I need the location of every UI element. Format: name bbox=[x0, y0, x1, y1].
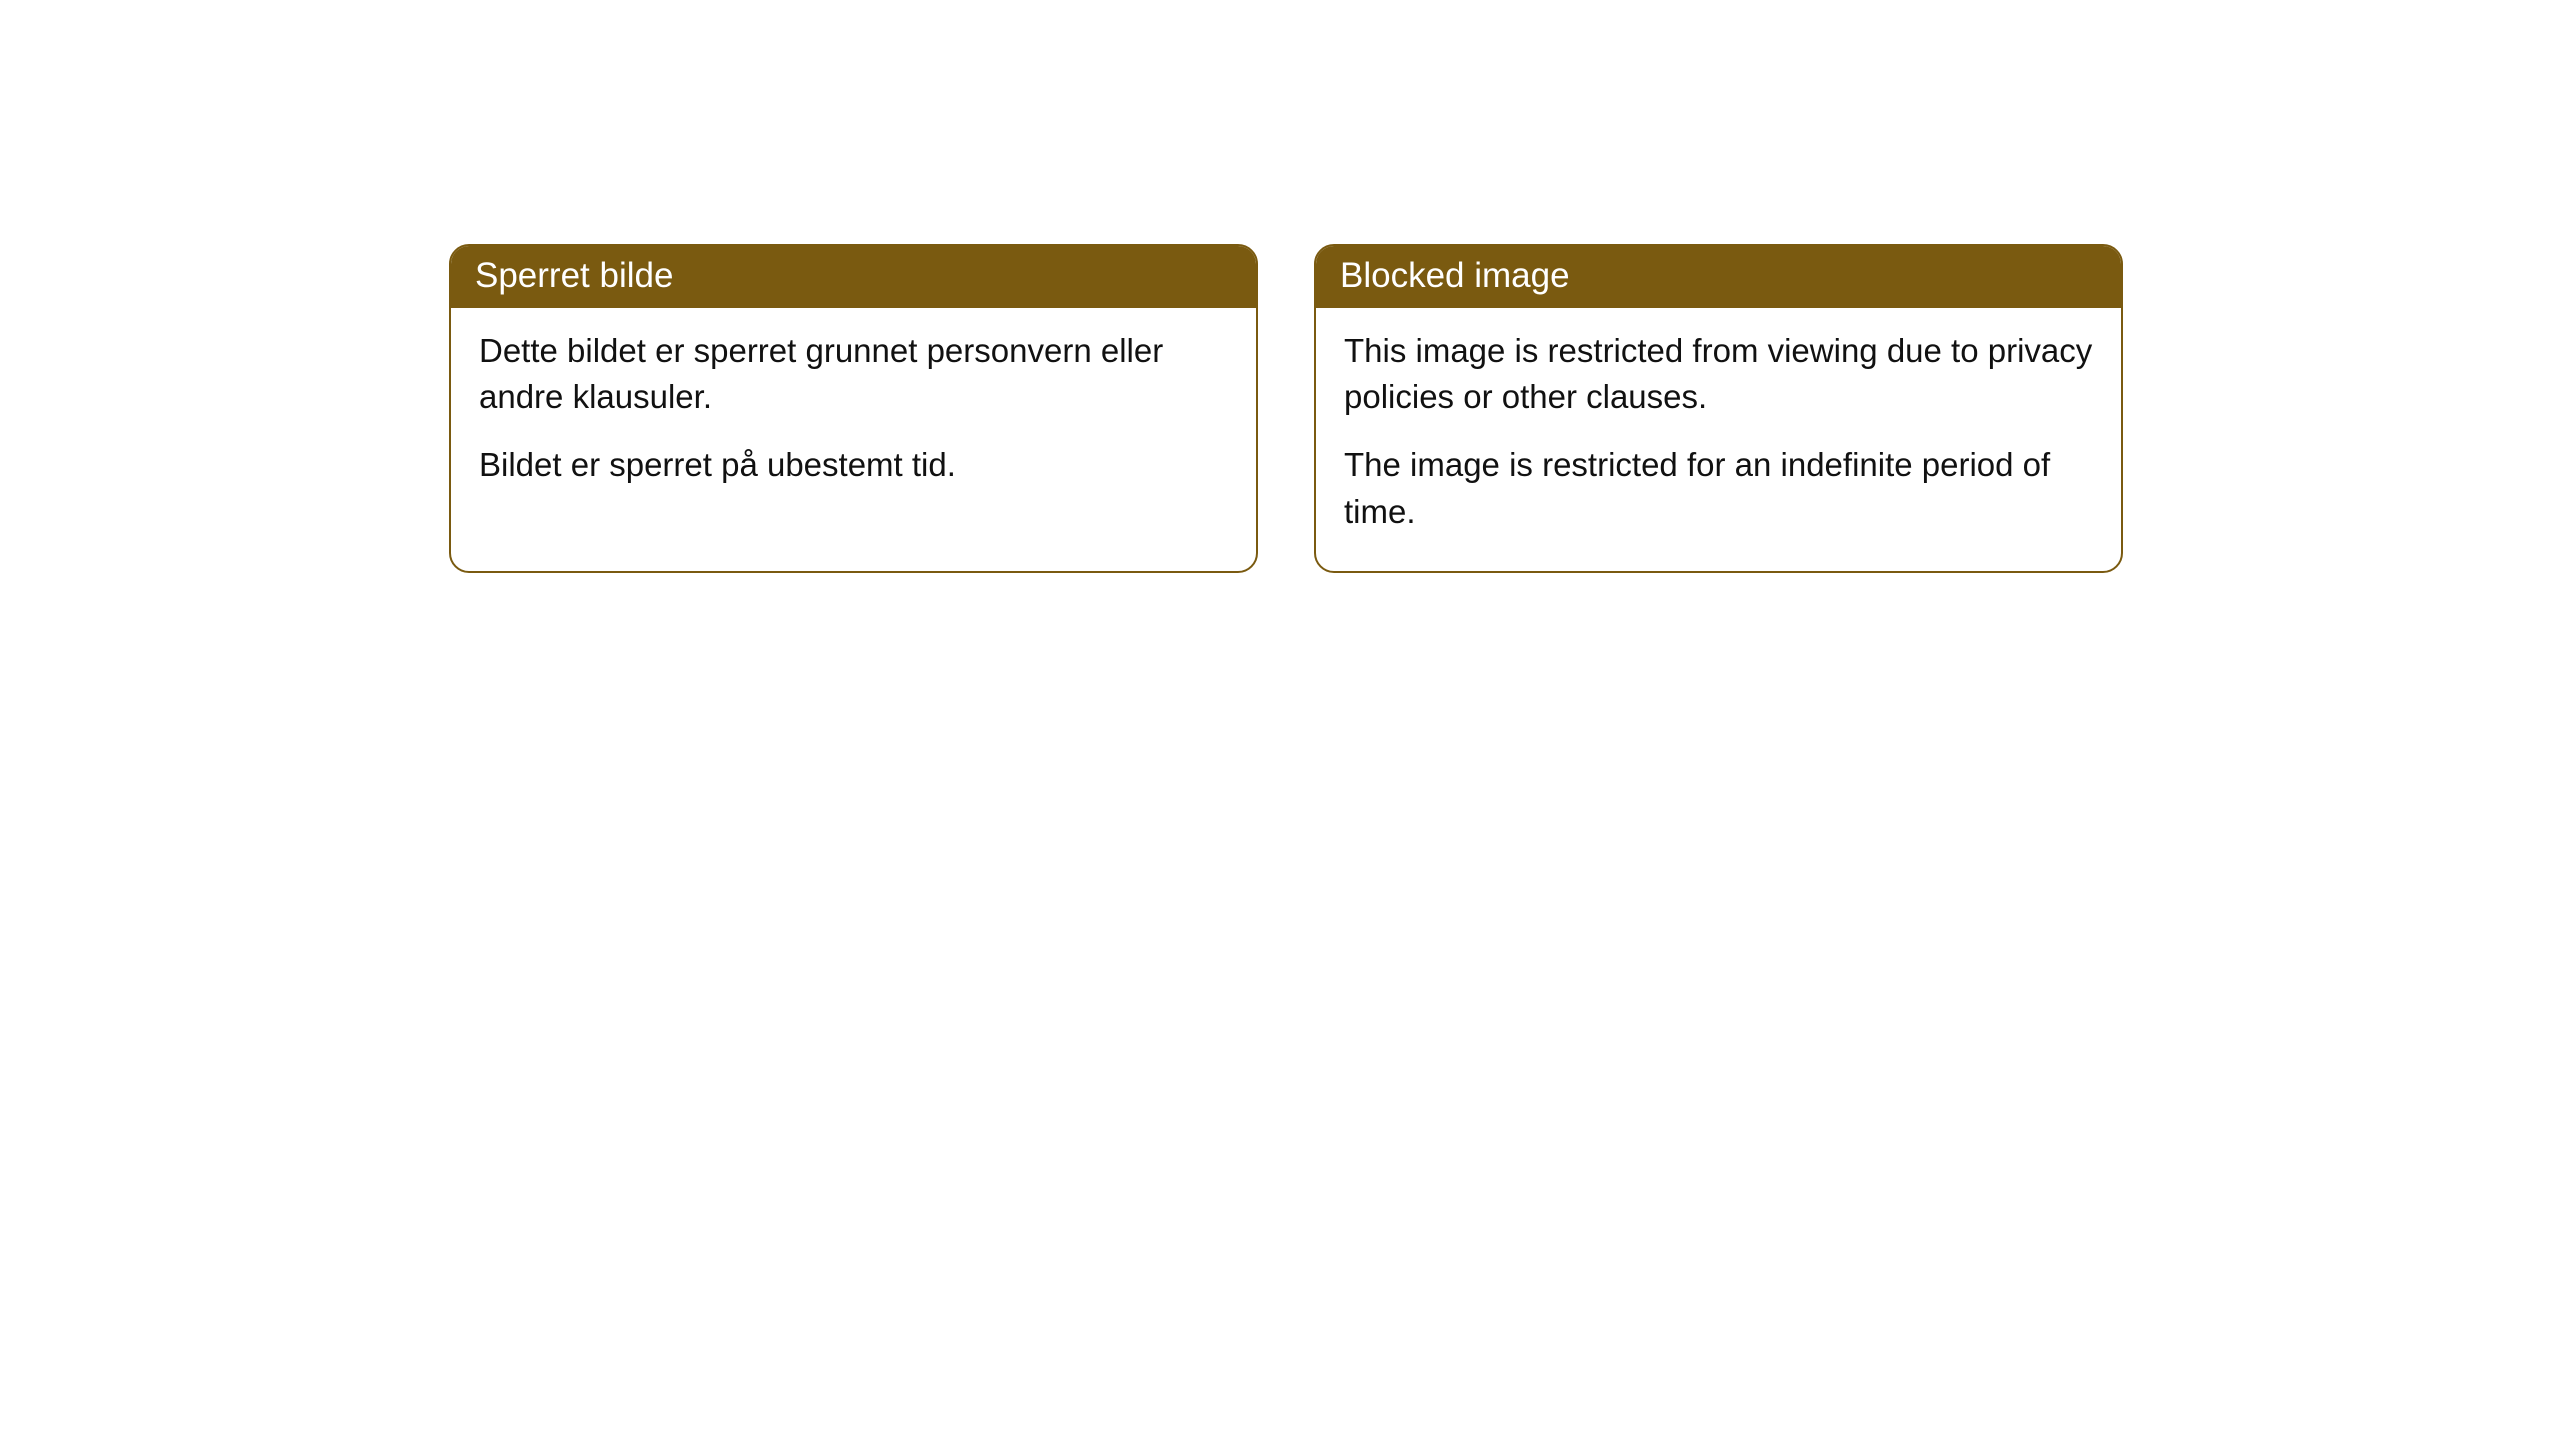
notice-paragraph: The image is restricted for an indefinit… bbox=[1344, 442, 2093, 534]
notice-body: Dette bildet er sperret grunnet personve… bbox=[451, 308, 1256, 525]
notice-paragraph: Bildet er sperret på ubestemt tid. bbox=[479, 442, 1228, 488]
notice-paragraph: This image is restricted from viewing du… bbox=[1344, 328, 2093, 420]
notice-header: Blocked image bbox=[1316, 246, 2121, 308]
notice-card-norwegian: Sperret bilde Dette bildet er sperret gr… bbox=[449, 244, 1258, 573]
notice-container: Sperret bilde Dette bildet er sperret gr… bbox=[0, 0, 2560, 573]
notice-paragraph: Dette bildet er sperret grunnet personve… bbox=[479, 328, 1228, 420]
notice-card-english: Blocked image This image is restricted f… bbox=[1314, 244, 2123, 573]
notice-header: Sperret bilde bbox=[451, 246, 1256, 308]
notice-body: This image is restricted from viewing du… bbox=[1316, 308, 2121, 571]
